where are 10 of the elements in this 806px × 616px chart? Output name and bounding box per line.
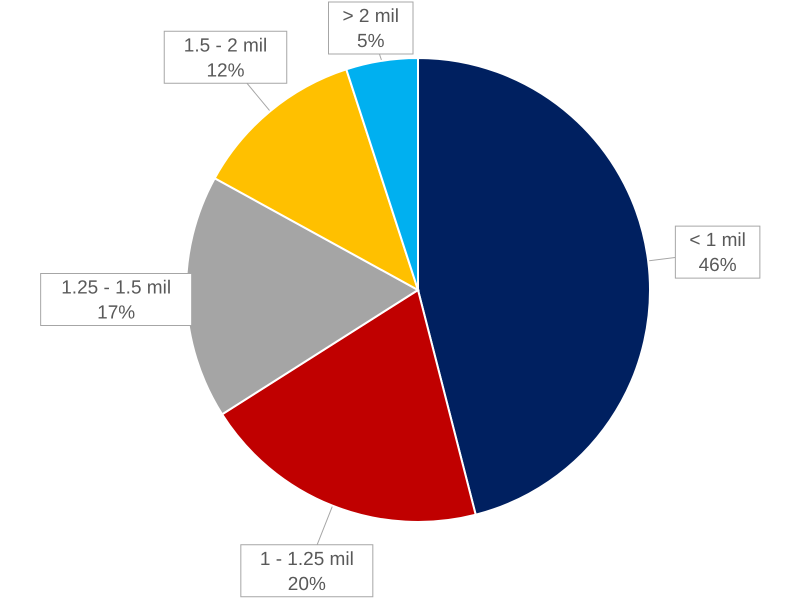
slice-label: < 1 mil [689, 230, 746, 252]
slice-label: 1 - 1.25 mil [260, 548, 354, 570]
slice-label: 1.5 - 2 mil [184, 35, 268, 56]
data-label: 12% [206, 60, 245, 82]
data-label: 17% [97, 302, 136, 324]
slice-label: > 2 mil [342, 6, 400, 27]
data-label: 46% [698, 255, 737, 276]
slice-label: 1.25 - 1.5 mil [61, 277, 172, 298]
data-label: 20% [288, 574, 326, 595]
data-label: 5% [357, 31, 385, 52]
